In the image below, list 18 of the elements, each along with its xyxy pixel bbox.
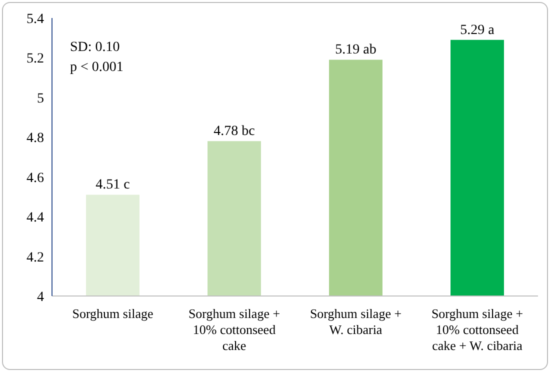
annotation: SD: 0.10 — [70, 39, 121, 57]
y-tick-label: 4 — [37, 290, 44, 305]
data-label: 5.19 ab — [335, 42, 376, 58]
x-tick-label: Sorghum silage + 10% cottonseed cake + W. cibaria — [431, 306, 524, 353]
x-tick-label: Sorghum silage + W. cibaria — [310, 306, 402, 337]
y-tick-label: 4.2 — [26, 250, 44, 266]
y-tick-label: 5.4 — [26, 12, 44, 27]
y-tick-label: 4.4 — [26, 210, 44, 226]
data-label: 4.51 c — [96, 178, 130, 193]
x-tick-label: Sorghum silage + 10% cottonseed cake — [188, 306, 280, 353]
y-tick-label: 5.2 — [26, 52, 44, 67]
y-tick-label: 5 — [37, 91, 44, 106]
y-tick-label: 4.6 — [26, 170, 44, 186]
y-tick-label: 4.8 — [26, 131, 44, 146]
x-tick-label: Sorghum silage — [72, 306, 154, 321]
annotation: p < 0.001 — [70, 59, 124, 77]
data-label: 4.78 bc — [214, 124, 255, 140]
data-label: 5.29 a — [460, 22, 496, 38]
